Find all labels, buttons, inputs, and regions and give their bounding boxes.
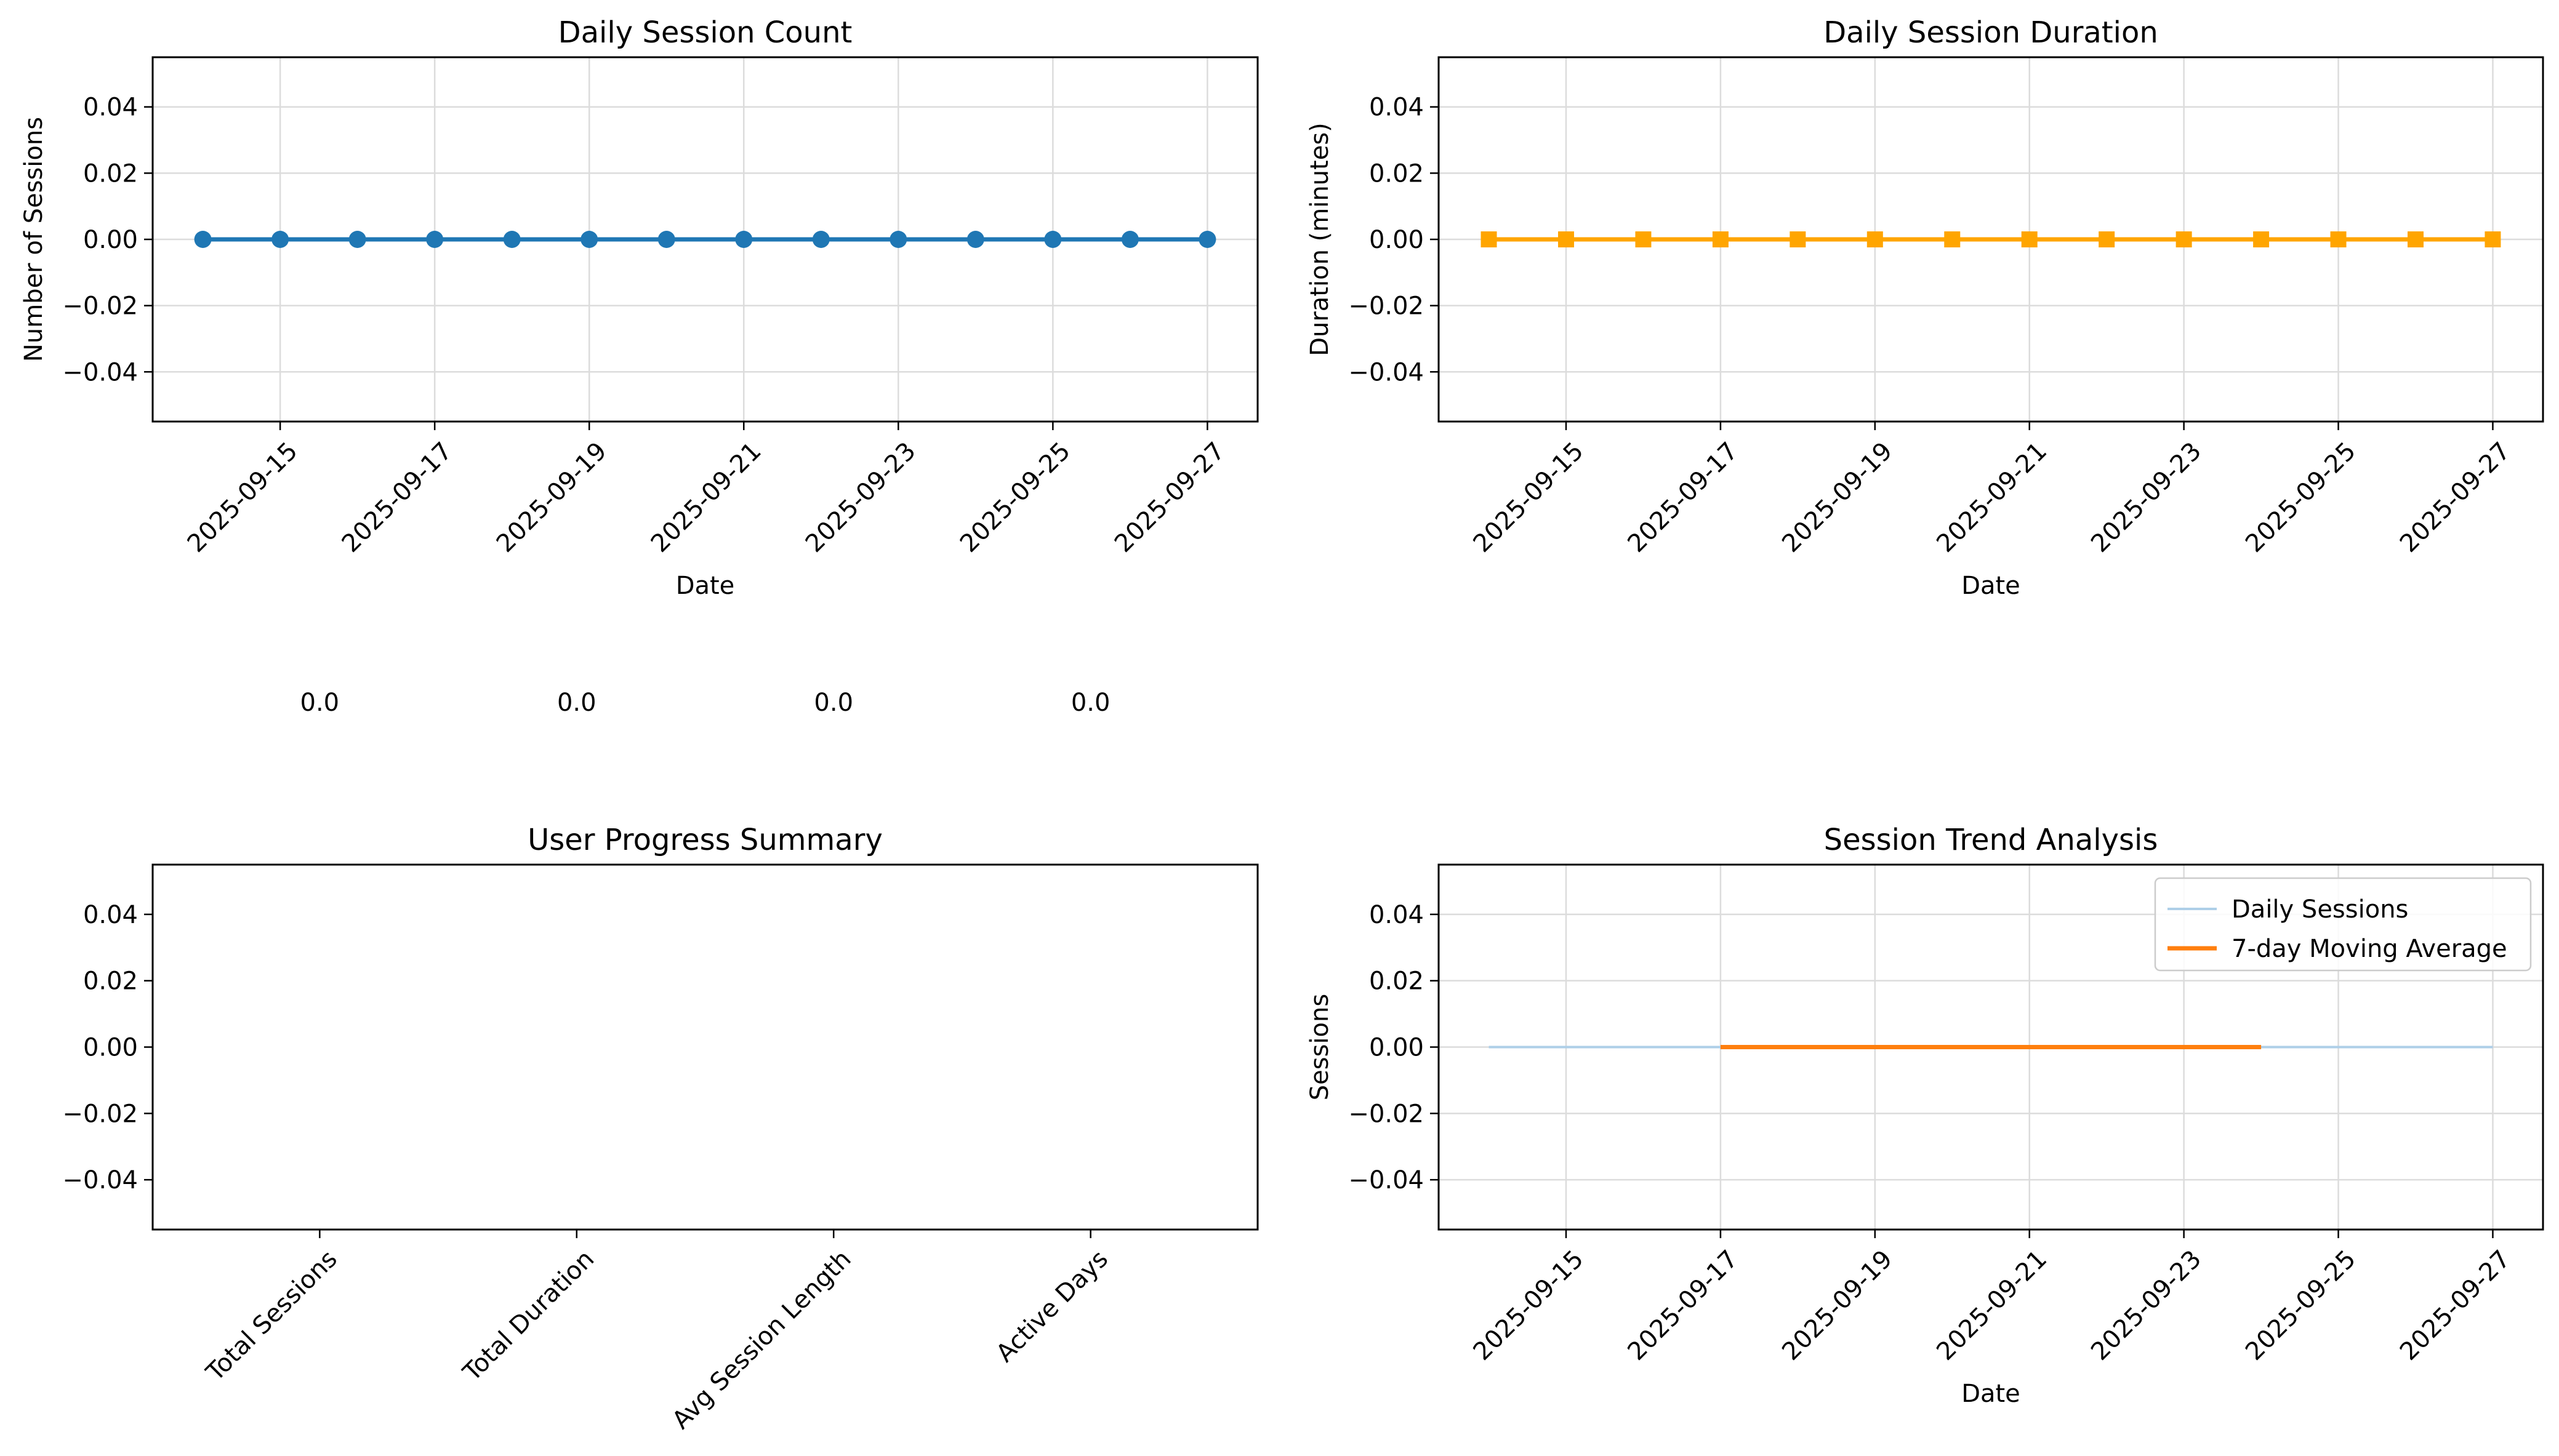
- y-axis-label: Sessions: [1306, 994, 1334, 1100]
- x-axis-label: Date: [1961, 1380, 2020, 1408]
- plot-frame: [151, 56, 1259, 423]
- chart-panel-1: [1430, 56, 2544, 430]
- y-tick-label: −0.02: [1348, 1100, 1424, 1128]
- data-point: [194, 231, 212, 248]
- y-tick-label: 0.04: [83, 901, 138, 929]
- x-tick-label: 2025-09-25: [2240, 1245, 2361, 1366]
- bar-value-label: 0.0: [1071, 689, 1111, 717]
- y-tick-label: 0.04: [83, 94, 138, 122]
- data-point: [2485, 231, 2501, 247]
- data-point: [1480, 231, 1497, 247]
- data-point: [1044, 231, 1062, 248]
- x-tick-label: 2025-09-23: [2086, 1245, 2207, 1366]
- chart-panel-2: [144, 863, 1259, 1238]
- y-tick-label: −0.04: [1348, 1166, 1424, 1194]
- y-tick-label: 0.04: [1369, 901, 1424, 929]
- chart-title: Daily Session Duration: [1823, 15, 2158, 50]
- data-point: [1121, 231, 1139, 248]
- y-tick-label: −0.04: [62, 358, 138, 386]
- x-tick-label: Active Days: [990, 1245, 1114, 1368]
- legend-label-0: Daily Sessions: [2232, 895, 2408, 924]
- x-tick-label: Avg Session Length: [667, 1245, 856, 1434]
- legend-box: [2154, 877, 2532, 972]
- y-tick-label: −0.02: [62, 1100, 138, 1128]
- bar-value-label: 0.0: [300, 689, 340, 717]
- x-tick-label: 2025-09-19: [1777, 1245, 1898, 1366]
- x-tick-label: 2025-09-17: [337, 437, 458, 558]
- y-axis-label: Number of Sessions: [20, 117, 48, 362]
- x-axis-label: Date: [1961, 572, 2020, 600]
- x-tick-label: 2025-09-17: [1622, 437, 1743, 558]
- x-tick-label: 2025-09-21: [646, 437, 767, 558]
- data-point: [2021, 231, 2038, 247]
- x-tick-label: 2025-09-15: [1468, 437, 1589, 558]
- x-axis-label: Date: [676, 572, 735, 600]
- y-tick-label: 0.00: [83, 226, 138, 254]
- data-point: [966, 231, 984, 248]
- chart-title: Session Trend Analysis: [1824, 823, 2158, 857]
- y-tick-label: 0.02: [83, 967, 138, 996]
- x-tick-label: 2025-09-15: [182, 437, 303, 558]
- x-tick-label: 2025-09-19: [491, 437, 613, 558]
- x-tick-label: 2025-09-21: [1931, 437, 2052, 558]
- data-point: [1199, 231, 1216, 248]
- x-tick-label: 2025-09-25: [955, 437, 1076, 558]
- bar-value-label: 0.0: [814, 689, 853, 717]
- y-tick-label: −0.02: [1348, 292, 1424, 321]
- x-tick-label: 2025-09-19: [1777, 437, 1898, 558]
- data-point: [1790, 231, 1806, 247]
- legend-label-1: 7-day Moving Average: [2232, 935, 2507, 963]
- x-tick-label: 2025-09-23: [800, 437, 922, 558]
- plot-frame: [1437, 863, 2544, 1231]
- data-point: [1558, 231, 1574, 247]
- data-point: [580, 231, 598, 248]
- chart-title: User Progress Summary: [528, 823, 883, 857]
- x-tick-label: Total Sessions: [201, 1245, 343, 1387]
- chart-panel-0: [144, 56, 1259, 430]
- x-tick-label: 2025-09-25: [2240, 437, 2361, 558]
- plot-frame: [1437, 56, 2544, 423]
- bar-value-label: 0.0: [557, 689, 597, 717]
- y-tick-label: 0.04: [1369, 94, 1424, 122]
- y-axis-label: Duration (minutes): [1306, 122, 1334, 356]
- y-tick-label: −0.02: [62, 292, 138, 321]
- data-point: [503, 231, 521, 248]
- y-tick-label: −0.04: [62, 1166, 138, 1194]
- data-point: [1635, 231, 1652, 247]
- x-tick-label: 2025-09-27: [1109, 437, 1231, 558]
- data-point: [812, 231, 830, 248]
- data-point: [2099, 231, 2115, 247]
- data-point: [1712, 231, 1729, 247]
- data-point: [657, 231, 675, 248]
- data-point: [735, 231, 753, 248]
- chart-panel-3: [1430, 863, 2544, 1238]
- y-tick-label: 0.02: [1369, 159, 1424, 188]
- y-tick-label: 0.00: [1369, 226, 1424, 254]
- y-tick-label: 0.00: [83, 1034, 138, 1062]
- data-point: [348, 231, 366, 248]
- data-point: [2330, 231, 2347, 247]
- x-tick-label: 2025-09-23: [2086, 437, 2207, 558]
- x-tick-label: 2025-09-27: [2395, 437, 2516, 558]
- chart-title: Daily Session Count: [558, 15, 853, 50]
- data-point: [1866, 231, 1883, 247]
- data-point: [2175, 231, 2192, 247]
- data-point: [890, 231, 907, 248]
- data-point: [2408, 231, 2424, 247]
- data-point: [1944, 231, 1961, 247]
- y-tick-label: −0.04: [1348, 358, 1424, 386]
- x-tick-label: 2025-09-17: [1622, 1245, 1743, 1366]
- x-tick-label: 2025-09-21: [1931, 1245, 2052, 1366]
- data-point: [2253, 231, 2270, 247]
- y-tick-label: 0.02: [83, 159, 138, 188]
- y-tick-label: 0.00: [1369, 1034, 1424, 1062]
- data-point: [271, 231, 289, 248]
- y-tick-label: 0.02: [1369, 967, 1424, 996]
- data-point: [426, 231, 444, 248]
- x-tick-label: 2025-09-27: [2395, 1245, 2516, 1366]
- x-tick-label: Total Duration: [457, 1245, 600, 1387]
- x-tick-label: 2025-09-15: [1468, 1245, 1589, 1366]
- plot-frame: [151, 863, 1259, 1231]
